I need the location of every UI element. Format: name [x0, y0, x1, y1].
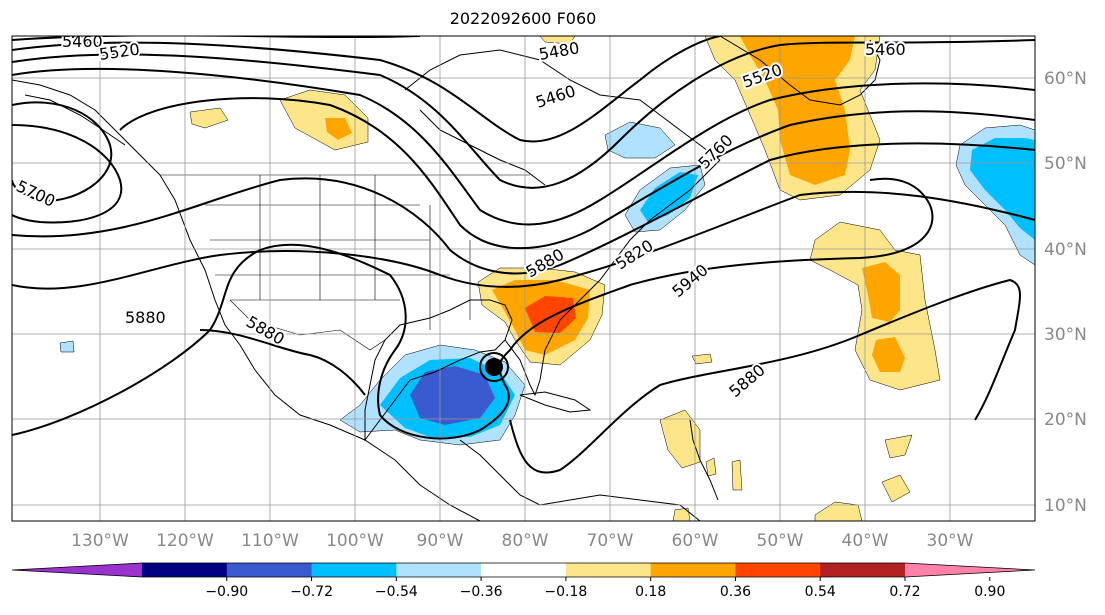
lon-label: 120°W	[156, 531, 214, 551]
coastline	[419, 109, 546, 186]
colorbar-segment	[481, 563, 567, 577]
contour-line	[119, 97, 1035, 250]
anomaly-shading	[659, 409, 701, 469]
coastline	[12, 79, 481, 521]
border	[229, 299, 386, 351]
colorbar-segment	[650, 563, 736, 577]
lon-label: 60°W	[672, 531, 719, 551]
contour-line	[12, 36, 421, 41]
map-frame	[11, 35, 1036, 522]
colorbar-extend-low	[12, 563, 142, 577]
colorbar-segment	[226, 563, 313, 577]
height-contours	[12, 36, 1035, 474]
coastline	[364, 299, 513, 442]
colorbar-tick-label: −0.90	[205, 584, 248, 600]
anomaly-shading	[59, 340, 75, 353]
lon-label: 90°W	[417, 531, 464, 551]
graticule	[12, 36, 1035, 521]
contour-line	[509, 278, 1021, 474]
colorbar-segment	[396, 563, 482, 577]
coastline	[404, 49, 721, 161]
anomaly-shading	[604, 121, 676, 159]
anomaly-shading	[970, 138, 1035, 240]
colorbar-tick-label: 0.36	[720, 584, 751, 600]
lon-label: 50°W	[757, 531, 804, 551]
anomaly-shading	[884, 434, 913, 459]
lon-label: 30°W	[927, 531, 974, 551]
lat-label: 40°N	[1044, 240, 1087, 260]
contour-label: 5880	[125, 308, 166, 327]
lat-label: 20°N	[1044, 410, 1087, 430]
contour-line	[12, 39, 1035, 189]
colorbar-segment	[735, 563, 821, 577]
colorbar-tick-label: 0.54	[805, 584, 836, 600]
anomaly-shading	[872, 337, 905, 372]
contour-line	[12, 177, 934, 440]
coastline	[719, 36, 881, 106]
contour-line	[12, 124, 123, 224]
colorbar-outline	[11, 562, 1036, 578]
lat-label: 50°N	[1044, 154, 1087, 174]
anomaly-shading	[814, 501, 863, 521]
contour-label: 5460	[865, 40, 906, 59]
coastlines	[12, 36, 881, 521]
colorbar-segment	[142, 563, 228, 577]
colorbar-tick-label: 0.18	[635, 584, 666, 600]
colorbar-extend-high	[905, 563, 1035, 577]
colorbar-segment	[565, 563, 652, 577]
coastline	[24, 94, 126, 146]
anomaly-shading	[640, 172, 698, 222]
lat-label: 60°N	[1044, 69, 1087, 89]
anomaly-shading	[881, 474, 911, 503]
lon-label: 80°W	[502, 531, 549, 551]
anomaly-shading	[410, 366, 495, 425]
storm-center-marker	[485, 358, 503, 376]
latitude-labels: 60°N 50°N 40°N 30°N 20°N 10°N	[1044, 69, 1087, 516]
contour-line	[12, 101, 113, 202]
figure-title: 2022092600 F060	[449, 9, 597, 28]
contour-line	[12, 190, 1035, 290]
contour-line	[12, 67, 1035, 226]
colorbar-segment	[820, 563, 906, 577]
colorbar-tick-label: 0.72	[889, 584, 920, 600]
coastline	[459, 439, 701, 521]
anomaly-shading	[539, 36, 576, 45]
storm-contour	[479, 352, 509, 382]
coastline	[504, 159, 721, 397]
lon-label: 40°W	[842, 531, 889, 551]
anomaly-shading	[672, 507, 691, 521]
contour-label: 5460	[62, 32, 103, 51]
contour-line	[12, 142, 1035, 275]
anomaly-shading	[705, 457, 717, 477]
lat-label: 10°N	[1044, 496, 1087, 516]
contour-line	[12, 36, 721, 143]
colorbar-tick-label: −0.72	[290, 584, 333, 600]
lon-label: 110°W	[241, 531, 299, 551]
coastline	[519, 391, 592, 413]
coastline	[689, 419, 719, 501]
borders	[160, 174, 530, 351]
positive-anomaly-fields	[189, 36, 941, 521]
colorbar-tick-label: −0.54	[375, 584, 418, 600]
lat-label: 30°N	[1044, 325, 1087, 345]
colorbar-tick-label: −0.36	[460, 584, 503, 600]
anomaly-shading	[731, 459, 743, 491]
lon-label: 100°W	[326, 531, 384, 551]
colorbar-tick-label: −0.18	[544, 584, 587, 600]
negative-anomaly-fields	[59, 121, 1035, 446]
longitude-labels: 130°W 120°W 110°W 100°W 90°W 80°W 70°W 6…	[71, 531, 974, 551]
colorbar-tick-label: 0.90	[974, 584, 1005, 600]
anomaly-shading	[325, 118, 352, 140]
anomaly-shading	[862, 262, 900, 322]
colorbar-segment	[311, 563, 397, 577]
colorbar: −0.90 −0.72 −0.54 −0.36 −0.18 0.18 0.36 0.54 0.7…	[11, 562, 1036, 600]
lon-label: 70°W	[587, 531, 634, 551]
anomaly-shading	[189, 107, 229, 129]
contour-line	[199, 329, 366, 396]
lon-label: 130°W	[71, 531, 129, 551]
